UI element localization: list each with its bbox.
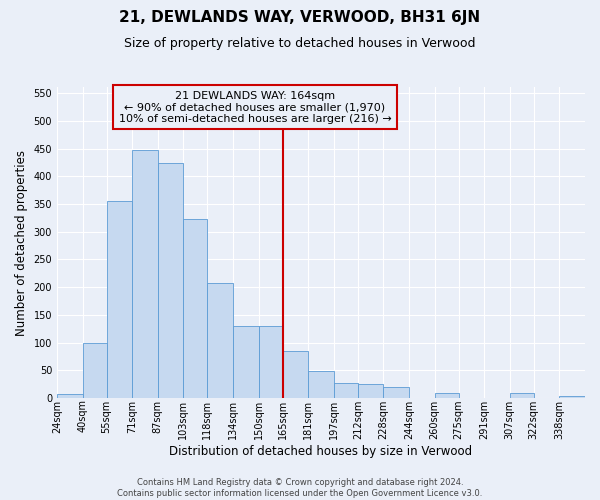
Bar (283, 351, 308, 398)
Bar (57, 394, 83, 398)
Bar (510, 392, 534, 398)
Text: Size of property relative to detached houses in Verwood: Size of property relative to detached ho… (124, 38, 476, 51)
Bar (259, 326, 283, 398)
Bar (559, 396, 585, 398)
Bar (233, 326, 259, 398)
Bar (358, 384, 383, 398)
Bar (83, 342, 107, 398)
Bar (208, 282, 233, 398)
Bar (308, 372, 334, 398)
Bar (184, 219, 208, 398)
X-axis label: Distribution of detached houses by size in Verwood: Distribution of detached houses by size … (169, 444, 473, 458)
Bar (383, 387, 409, 398)
Text: 21, DEWLANDS WAY, VERWOOD, BH31 6JN: 21, DEWLANDS WAY, VERWOOD, BH31 6JN (119, 10, 481, 25)
Bar (158, 164, 184, 398)
Text: 21 DEWLANDS WAY: 164sqm
← 90% of detached houses are smaller (1,970)
10% of semi: 21 DEWLANDS WAY: 164sqm ← 90% of detache… (119, 90, 391, 124)
Bar (132, 150, 158, 398)
Y-axis label: Number of detached properties: Number of detached properties (15, 150, 28, 336)
Bar (334, 382, 358, 398)
Bar (434, 392, 458, 398)
Text: Contains HM Land Registry data © Crown copyright and database right 2024.
Contai: Contains HM Land Registry data © Crown c… (118, 478, 482, 498)
Bar (107, 201, 132, 398)
